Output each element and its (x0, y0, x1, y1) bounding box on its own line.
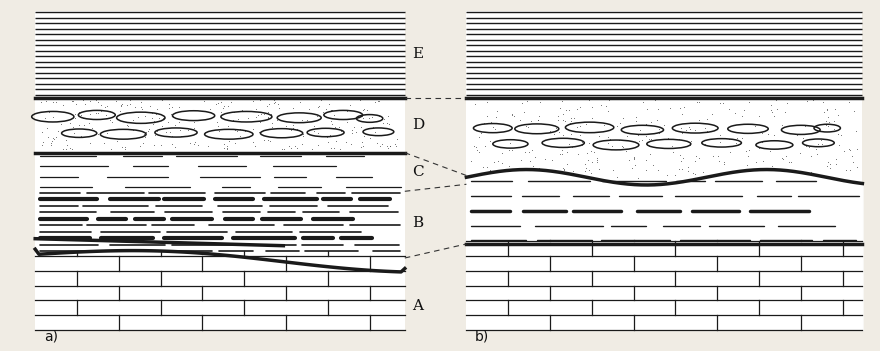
Text: C: C (412, 165, 423, 179)
Text: E: E (412, 47, 423, 61)
Text: b): b) (475, 330, 489, 344)
Bar (466, 11, 862, 330)
Text: B: B (412, 216, 423, 230)
Bar (35, 11, 405, 330)
Text: a): a) (44, 330, 58, 344)
Text: A: A (412, 299, 423, 313)
Text: D: D (412, 119, 424, 132)
